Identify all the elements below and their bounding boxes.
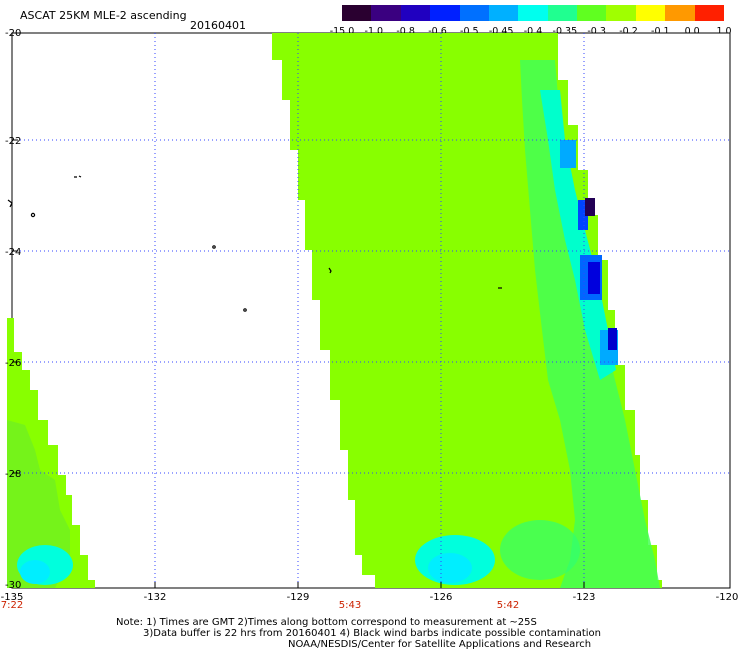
latitude-label: -26 [5, 358, 22, 369]
color-scale-swatch [694, 5, 725, 21]
color-scale-swatch [488, 5, 519, 21]
island-outlines [7, 175, 502, 312]
color-scale-swatch [459, 5, 490, 21]
color-scale-label: -0.6 [428, 26, 447, 37]
footer-note-3: NOAA/NESDIS/Center for Satellite Applica… [288, 639, 592, 650]
color-scale-label: 1.0 [716, 26, 732, 37]
left-swath [7, 318, 95, 588]
time-label: 7:22 [0, 600, 24, 611]
longitude-label: -129 [286, 592, 310, 603]
color-scale-label: -0.3 [587, 26, 606, 37]
color-scale-swatch [342, 5, 372, 21]
longitude-label: -120 [715, 592, 739, 603]
color-scale-swatch [665, 5, 696, 21]
color-scale-swatch [635, 5, 666, 21]
color-scale-swatch [430, 5, 461, 21]
lat-lon-grid [12, 33, 730, 588]
longitude-label: -132 [143, 592, 167, 603]
color-scale-label: -15.0 [329, 26, 355, 37]
color-scale-label: -0.35 [552, 26, 578, 37]
latitude-label: -22 [5, 136, 22, 147]
footer-note-1: Note: 1) Times are GMT 2)Times along bot… [116, 617, 537, 628]
time-label: 5:43 [338, 600, 362, 611]
color-scale-label: -0.2 [619, 26, 638, 37]
latitude-label: -20 [5, 28, 22, 39]
color-scale-label: -0.1 [651, 26, 670, 37]
color-scale-bar [342, 5, 725, 21]
latitude-label: -28 [5, 469, 22, 480]
color-scale-swatch [400, 5, 431, 21]
color-scale-label: -0.5 [460, 26, 479, 37]
color-scale-swatch [371, 5, 402, 21]
color-scale-swatch [547, 5, 578, 21]
color-scale-label: -0.8 [396, 26, 415, 37]
footer-note-2: 3)Data buffer is 22 hrs from 20160401 4)… [143, 628, 601, 639]
color-scale-label: 0.0 [684, 26, 700, 37]
color-scale-swatch [606, 5, 637, 21]
latitude-label: -24 [5, 247, 22, 258]
time-label: 5:42 [496, 600, 520, 611]
longitude-label: -126 [429, 592, 453, 603]
color-scale-swatch [518, 5, 549, 21]
color-scale-label: -0.4 [523, 26, 543, 37]
main-swath [272, 33, 662, 588]
product-title: ASCAT 25KM MLE-2 ascending [20, 9, 187, 22]
latitude-label: -30 [5, 580, 22, 591]
longitude-label: -123 [572, 592, 596, 603]
longitude-label: -135 [0, 592, 24, 603]
axis-ticks [12, 139, 585, 588]
color-scale-label: -0.45 [488, 26, 514, 37]
color-scale-swatch [577, 5, 607, 21]
product-date: 20160401 [190, 19, 246, 32]
color-scale-label: -1.0 [364, 26, 384, 37]
